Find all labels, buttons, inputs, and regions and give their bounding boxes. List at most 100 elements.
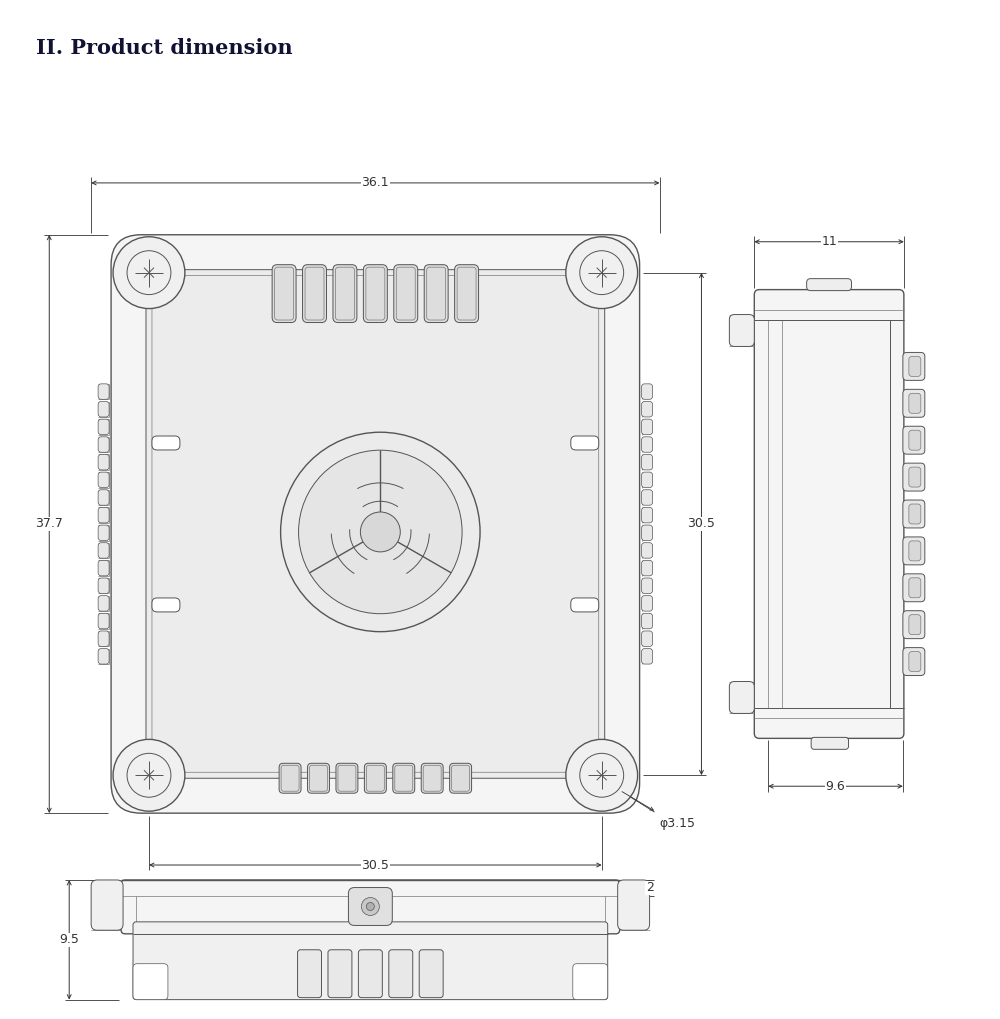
FancyBboxPatch shape: [642, 649, 653, 664]
FancyBboxPatch shape: [348, 888, 392, 925]
FancyBboxPatch shape: [98, 560, 109, 576]
FancyBboxPatch shape: [642, 384, 653, 399]
FancyBboxPatch shape: [909, 541, 921, 560]
FancyBboxPatch shape: [807, 278, 852, 290]
FancyBboxPatch shape: [642, 401, 653, 417]
FancyBboxPatch shape: [571, 598, 599, 612]
FancyBboxPatch shape: [152, 598, 180, 612]
FancyBboxPatch shape: [903, 426, 925, 454]
Circle shape: [566, 740, 638, 811]
Text: 2: 2: [646, 881, 654, 895]
FancyBboxPatch shape: [642, 419, 653, 435]
FancyBboxPatch shape: [642, 631, 653, 646]
Text: 11: 11: [821, 235, 837, 249]
FancyBboxPatch shape: [642, 490, 653, 505]
Text: 9.5: 9.5: [59, 933, 79, 947]
FancyBboxPatch shape: [98, 454, 109, 470]
FancyBboxPatch shape: [308, 763, 329, 793]
Circle shape: [299, 450, 462, 613]
FancyBboxPatch shape: [903, 574, 925, 602]
FancyBboxPatch shape: [363, 265, 387, 323]
FancyBboxPatch shape: [450, 763, 472, 793]
FancyBboxPatch shape: [98, 613, 109, 629]
FancyBboxPatch shape: [98, 507, 109, 523]
Text: 36.1: 36.1: [362, 176, 389, 190]
FancyBboxPatch shape: [394, 265, 418, 323]
FancyBboxPatch shape: [98, 649, 109, 664]
FancyBboxPatch shape: [573, 964, 608, 1000]
FancyBboxPatch shape: [642, 543, 653, 558]
FancyBboxPatch shape: [909, 651, 921, 672]
FancyBboxPatch shape: [909, 614, 921, 635]
FancyBboxPatch shape: [328, 950, 352, 998]
Text: 30.5: 30.5: [361, 859, 389, 871]
FancyBboxPatch shape: [903, 389, 925, 417]
FancyBboxPatch shape: [98, 631, 109, 646]
FancyBboxPatch shape: [903, 500, 925, 528]
FancyBboxPatch shape: [152, 436, 180, 450]
FancyBboxPatch shape: [618, 880, 650, 930]
FancyBboxPatch shape: [98, 543, 109, 558]
FancyBboxPatch shape: [642, 454, 653, 470]
FancyBboxPatch shape: [393, 763, 415, 793]
FancyBboxPatch shape: [333, 265, 357, 323]
FancyBboxPatch shape: [303, 265, 326, 323]
FancyBboxPatch shape: [421, 763, 443, 793]
FancyBboxPatch shape: [642, 578, 653, 593]
FancyBboxPatch shape: [98, 401, 109, 417]
FancyBboxPatch shape: [571, 436, 599, 450]
Text: 30.5: 30.5: [688, 518, 715, 531]
FancyBboxPatch shape: [903, 463, 925, 491]
FancyBboxPatch shape: [121, 880, 620, 933]
FancyBboxPatch shape: [364, 763, 386, 793]
Circle shape: [281, 432, 480, 632]
FancyBboxPatch shape: [642, 525, 653, 540]
FancyBboxPatch shape: [754, 289, 904, 739]
FancyBboxPatch shape: [98, 525, 109, 540]
FancyBboxPatch shape: [272, 265, 296, 323]
FancyBboxPatch shape: [642, 560, 653, 576]
FancyBboxPatch shape: [98, 578, 109, 593]
FancyBboxPatch shape: [298, 950, 321, 998]
FancyBboxPatch shape: [909, 578, 921, 598]
FancyBboxPatch shape: [98, 419, 109, 435]
Circle shape: [360, 512, 400, 552]
FancyBboxPatch shape: [98, 490, 109, 505]
FancyBboxPatch shape: [91, 880, 123, 930]
FancyBboxPatch shape: [903, 610, 925, 639]
FancyBboxPatch shape: [279, 763, 301, 793]
Circle shape: [361, 898, 379, 915]
FancyBboxPatch shape: [419, 950, 443, 998]
FancyBboxPatch shape: [642, 596, 653, 611]
FancyBboxPatch shape: [98, 596, 109, 611]
FancyBboxPatch shape: [98, 472, 109, 487]
FancyBboxPatch shape: [811, 738, 849, 749]
Text: φ3.15: φ3.15: [660, 817, 696, 830]
FancyBboxPatch shape: [909, 430, 921, 450]
Text: 37.7: 37.7: [35, 518, 63, 531]
FancyBboxPatch shape: [642, 507, 653, 523]
FancyBboxPatch shape: [642, 437, 653, 452]
FancyBboxPatch shape: [642, 613, 653, 629]
FancyBboxPatch shape: [903, 648, 925, 676]
FancyBboxPatch shape: [909, 357, 921, 376]
FancyBboxPatch shape: [111, 234, 640, 813]
FancyBboxPatch shape: [389, 950, 413, 998]
FancyBboxPatch shape: [424, 265, 448, 323]
FancyBboxPatch shape: [133, 964, 168, 1000]
Text: II. Product dimension: II. Product dimension: [36, 39, 293, 58]
FancyBboxPatch shape: [133, 922, 608, 1000]
FancyBboxPatch shape: [358, 950, 382, 998]
FancyBboxPatch shape: [455, 265, 479, 323]
Text: 9.6: 9.6: [826, 780, 845, 793]
FancyBboxPatch shape: [909, 393, 921, 414]
Circle shape: [113, 236, 185, 309]
FancyBboxPatch shape: [909, 467, 921, 487]
FancyBboxPatch shape: [98, 437, 109, 452]
FancyBboxPatch shape: [729, 315, 754, 346]
FancyBboxPatch shape: [146, 270, 605, 779]
FancyBboxPatch shape: [903, 537, 925, 565]
FancyBboxPatch shape: [903, 353, 925, 380]
FancyBboxPatch shape: [98, 384, 109, 399]
FancyBboxPatch shape: [729, 682, 754, 713]
